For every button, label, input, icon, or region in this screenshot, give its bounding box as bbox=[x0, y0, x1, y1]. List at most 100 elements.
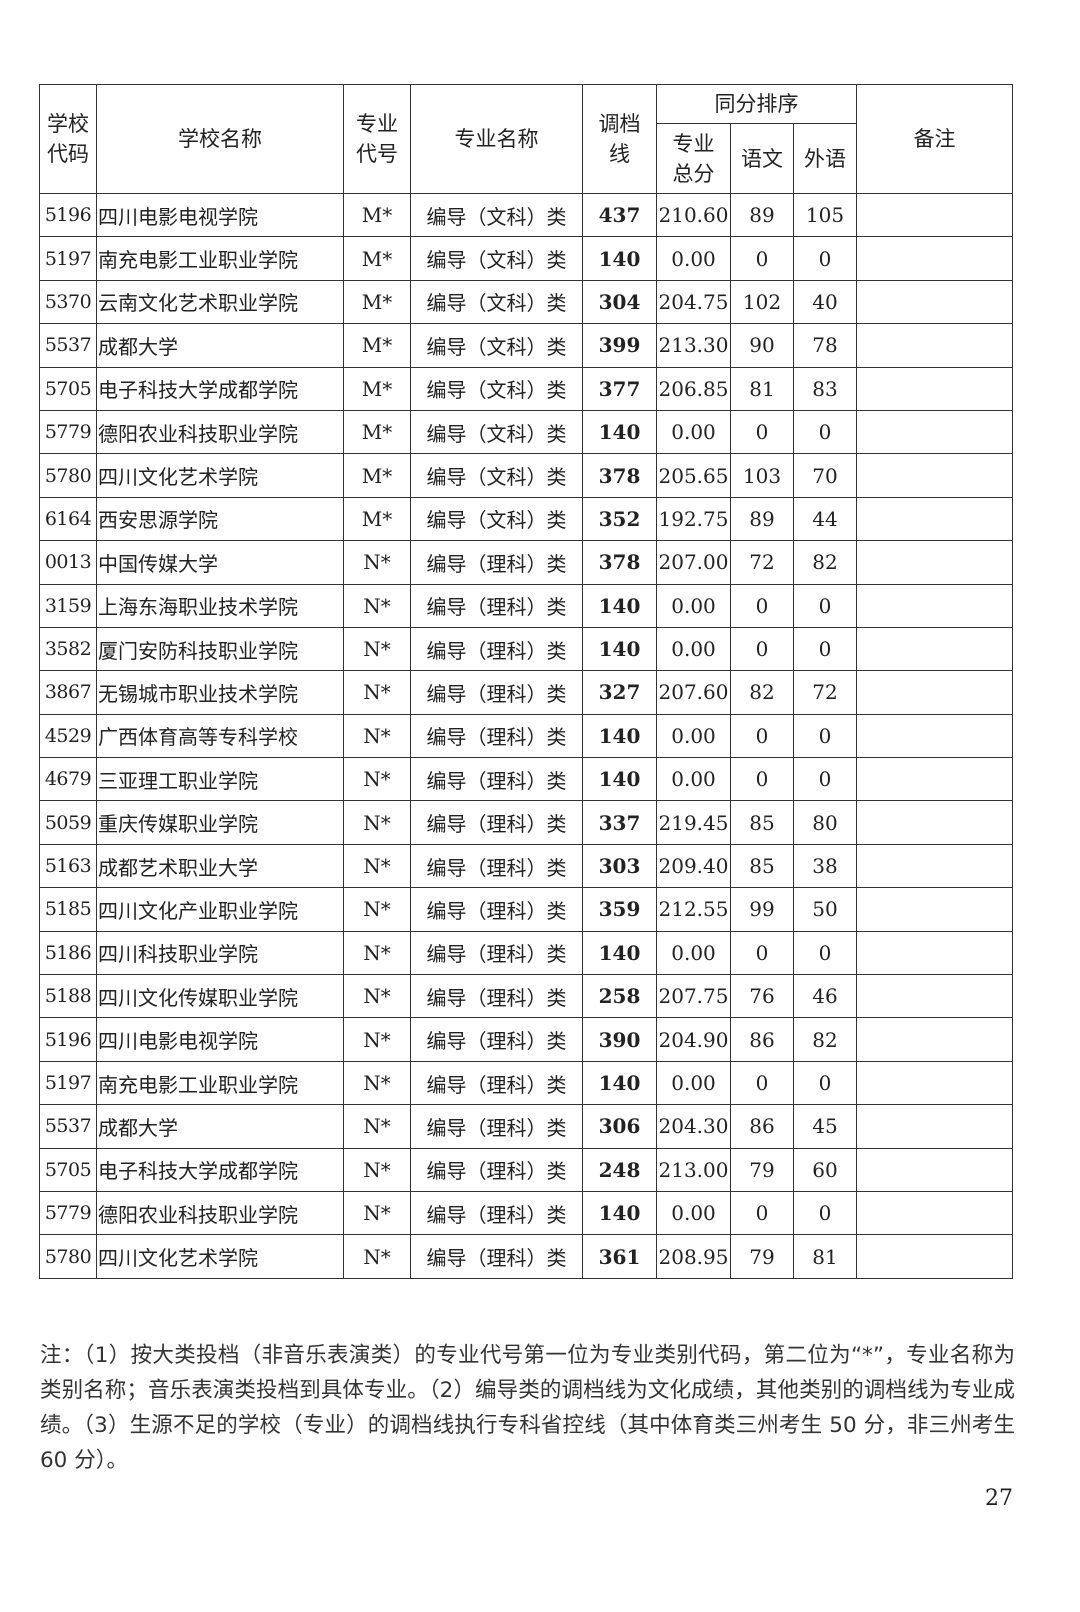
cell-major-code: M* bbox=[343, 236, 411, 281]
cell-remarks bbox=[856, 626, 1014, 672]
cell-chinese-score: 0 bbox=[730, 409, 794, 455]
cell-school-code: 5370 bbox=[39, 279, 97, 325]
cell-school-code: 5537 bbox=[39, 1104, 97, 1149]
cell-major-total: 0.00 bbox=[656, 1190, 731, 1236]
cell-major-name: 编导（理科）类 bbox=[410, 930, 583, 976]
cell-school-code: 5537 bbox=[39, 323, 97, 368]
cell-major-name: 编导（理科）类 bbox=[410, 800, 583, 845]
cell-foreign-score: 0 bbox=[792, 409, 858, 455]
cell-chinese-score: 85 bbox=[730, 843, 794, 889]
header-major-code: 专业代号 bbox=[343, 84, 411, 194]
cell-major-code: N* bbox=[343, 1190, 411, 1236]
cell-remarks bbox=[856, 887, 1014, 932]
cell-major-total: 0.00 bbox=[656, 713, 731, 759]
cell-school-name: 广西体育高等专科学校 bbox=[96, 713, 344, 759]
cell-major-code: N* bbox=[343, 843, 411, 889]
cell-major-name: 编导（理科）类 bbox=[410, 670, 583, 715]
table-row: 5779 德阳农业科技职业学院 M* 编导（文科）类 140 0.00 0 0 bbox=[39, 409, 1014, 455]
table-row: 5163 成都艺术职业大学 N* 编导（理科）类 303 209.40 85 38 bbox=[39, 843, 1014, 889]
cell-major-total: 0.00 bbox=[656, 236, 731, 281]
cell-foreign-score: 0 bbox=[792, 236, 858, 281]
cell-school-code: 5779 bbox=[39, 409, 97, 455]
header-major-total: 专业总分 bbox=[656, 123, 731, 194]
cell-major-name: 编导（理科）类 bbox=[410, 1104, 583, 1149]
cell-line: 140 bbox=[582, 757, 657, 802]
cell-chinese-score: 89 bbox=[730, 496, 794, 542]
cell-major-name: 编导（文科）类 bbox=[410, 323, 583, 368]
table-row: 3159 上海东海职业技术学院 N* 编导（理科）类 140 0.00 0 0 bbox=[39, 583, 1014, 628]
cell-remarks bbox=[856, 930, 1014, 976]
cell-foreign-score: 83 bbox=[792, 366, 858, 411]
cell-school-name: 西安思源学院 bbox=[96, 496, 344, 542]
cell-remarks bbox=[856, 583, 1014, 628]
table-row: 5186 四川科技职业学院 N* 编导（理科）类 140 0.00 0 0 bbox=[39, 930, 1014, 976]
cell-foreign-score: 0 bbox=[792, 583, 858, 628]
cell-major-total: 0.00 bbox=[656, 1060, 731, 1106]
cell-school-name: 成都大学 bbox=[96, 323, 344, 368]
cell-chinese-score: 85 bbox=[730, 800, 794, 845]
cell-school-code: 5185 bbox=[39, 887, 97, 932]
cell-major-total: 0.00 bbox=[656, 930, 731, 976]
cell-chinese-score: 86 bbox=[730, 1017, 794, 1062]
cell-school-name: 成都大学 bbox=[96, 1104, 344, 1149]
cell-major-code: M* bbox=[343, 496, 411, 542]
cell-school-code: 4529 bbox=[39, 713, 97, 759]
header-major-name: 专业名称 bbox=[410, 84, 583, 194]
cell-foreign-score: 0 bbox=[792, 1190, 858, 1236]
cell-chinese-score: 79 bbox=[730, 1234, 794, 1279]
cell-major-total: 213.00 bbox=[656, 1147, 731, 1192]
cell-foreign-score: 0 bbox=[792, 757, 858, 802]
cell-major-code: N* bbox=[343, 757, 411, 802]
page-number: 27 bbox=[985, 1486, 1013, 1511]
cell-foreign-score: 0 bbox=[792, 713, 858, 759]
cell-school-code: 5196 bbox=[39, 192, 97, 238]
cell-school-name: 无锡城市职业技术学院 bbox=[96, 670, 344, 715]
cell-line: 140 bbox=[582, 626, 657, 672]
cell-major-total: 204.30 bbox=[656, 1104, 731, 1149]
cell-chinese-score: 0 bbox=[730, 626, 794, 672]
cell-line: 258 bbox=[582, 974, 657, 1019]
cell-remarks bbox=[856, 279, 1014, 325]
cell-major-name: 编导（文科）类 bbox=[410, 192, 583, 238]
cell-line: 390 bbox=[582, 1017, 657, 1062]
cell-major-name: 编导（理科）类 bbox=[410, 974, 583, 1019]
cell-school-name: 电子科技大学成都学院 bbox=[96, 366, 344, 411]
cell-school-code: 5196 bbox=[39, 1017, 97, 1062]
header-remarks: 备注 bbox=[856, 84, 1014, 194]
cell-major-name: 编导（理科）类 bbox=[410, 843, 583, 889]
cell-chinese-score: 86 bbox=[730, 1104, 794, 1149]
cell-school-name: 上海东海职业技术学院 bbox=[96, 583, 344, 628]
notes-text: 注：（1）按大类投档（非音乐表演类）的专业代号第一位为专业类别代码，第二位为“*… bbox=[40, 1343, 1015, 1473]
cell-major-code: N* bbox=[343, 713, 411, 759]
cell-foreign-score: 72 bbox=[792, 670, 858, 715]
cell-foreign-score: 70 bbox=[792, 453, 858, 498]
cell-school-code: 3582 bbox=[39, 626, 97, 672]
header-school-code: 学校代码 bbox=[39, 84, 97, 194]
cell-major-code: N* bbox=[343, 670, 411, 715]
cell-school-name: 成都艺术职业大学 bbox=[96, 843, 344, 889]
cell-school-code: 0013 bbox=[39, 540, 97, 585]
cell-remarks bbox=[856, 1234, 1014, 1279]
cell-line: 327 bbox=[582, 670, 657, 715]
table-row: 5537 成都大学 M* 编导（文科）类 399 213.30 90 78 bbox=[39, 323, 1014, 368]
cell-major-total: 212.55 bbox=[656, 887, 731, 932]
cell-school-name: 四川文化艺术学院 bbox=[96, 1234, 344, 1279]
table-row: 0013 中国传媒大学 N* 编导（理科）类 378 207.00 72 82 bbox=[39, 540, 1014, 585]
table-row: 5196 四川电影电视学院 M* 编导（文科）类 437 210.60 89 105 bbox=[39, 192, 1014, 238]
cell-school-code: 5186 bbox=[39, 930, 97, 976]
cell-major-code: M* bbox=[343, 279, 411, 325]
cell-major-name: 编导（文科）类 bbox=[410, 279, 583, 325]
cell-major-code: N* bbox=[343, 800, 411, 845]
cell-school-code: 5188 bbox=[39, 974, 97, 1019]
table-row: 5197 南充电影工业职业学院 N* 编导（理科）类 140 0.00 0 0 bbox=[39, 1060, 1014, 1106]
cell-foreign-score: 44 bbox=[792, 496, 858, 542]
cell-line: 337 bbox=[582, 800, 657, 845]
cell-major-code: M* bbox=[343, 409, 411, 455]
cell-school-name: 电子科技大学成都学院 bbox=[96, 1147, 344, 1192]
cell-chinese-score: 90 bbox=[730, 323, 794, 368]
cell-remarks bbox=[856, 843, 1014, 889]
cell-line: 248 bbox=[582, 1147, 657, 1192]
cell-school-code: 5779 bbox=[39, 1190, 97, 1236]
cell-school-name: 四川文化产业职业学院 bbox=[96, 887, 344, 932]
cell-chinese-score: 81 bbox=[730, 366, 794, 411]
